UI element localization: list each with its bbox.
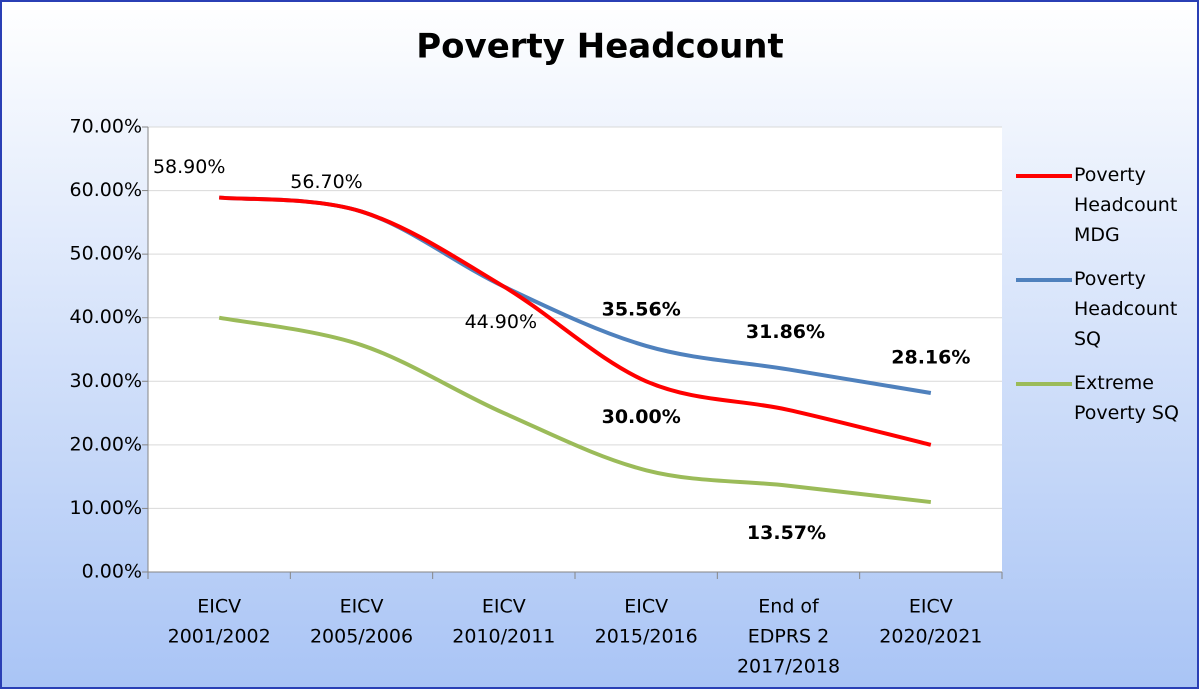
y-tick-label: 0.00% <box>82 561 142 583</box>
series-line <box>218 195 932 447</box>
x-tick-label: EICV <box>624 596 668 618</box>
legend-label: Extreme Poverty SQ <box>1074 372 1179 424</box>
legend-item: Extreme Poverty SQ <box>1016 368 1194 428</box>
x-tick-label: 2001/2002 <box>168 626 271 648</box>
x-tick-label: End of <box>758 596 820 618</box>
y-tick-label: 40.00% <box>70 306 142 328</box>
y-tick-label: 30.00% <box>70 370 142 392</box>
x-tick-label: 2017/2018 <box>737 656 840 678</box>
x-tick-label: EICV <box>482 596 526 618</box>
legend-swatch <box>1016 278 1072 282</box>
legend-item: Poverty Headcount MDG <box>1016 160 1194 250</box>
data-label: 13.57% <box>747 522 826 544</box>
chart-title: Poverty Headcount <box>416 27 784 67</box>
x-tick-label: 2015/2016 <box>595 626 698 648</box>
plot-area <box>148 127 1002 572</box>
x-tick-label: EDPRS 2 <box>748 626 829 648</box>
x-tick-label: EICV <box>197 596 241 618</box>
y-tick-label: 70.00% <box>70 116 142 138</box>
data-label: 44.90% <box>465 311 537 333</box>
data-label: 28.16% <box>891 346 970 368</box>
data-label: 30.00% <box>602 406 681 428</box>
data-label: 58.90% <box>153 156 225 178</box>
legend-item: Poverty Headcount SQ <box>1016 264 1194 354</box>
x-tick-label: 2020/2021 <box>879 626 982 648</box>
x-tick-label: EICV <box>909 596 953 618</box>
data-label: 31.86% <box>746 321 825 343</box>
x-tick-label: 2005/2006 <box>310 626 413 648</box>
data-label: 56.70% <box>290 171 362 193</box>
legend-label: Poverty Headcount MDG <box>1074 164 1178 246</box>
series-line <box>218 315 932 505</box>
y-tick-label: 20.00% <box>70 433 142 455</box>
x-tick-label: EICV <box>340 596 384 618</box>
x-tick-label: 2010/2011 <box>452 626 555 648</box>
y-tick-label: 60.00% <box>70 179 142 201</box>
y-tick-label: 50.00% <box>70 243 142 265</box>
legend: Poverty Headcount MDG Poverty Headcount S… <box>1016 160 1196 442</box>
legend-label: Poverty Headcount SQ <box>1074 268 1178 350</box>
data-label: 35.56% <box>602 298 681 320</box>
legend-swatch <box>1016 382 1072 386</box>
y-tick-label: 10.00% <box>70 497 142 519</box>
legend-swatch <box>1016 174 1072 178</box>
